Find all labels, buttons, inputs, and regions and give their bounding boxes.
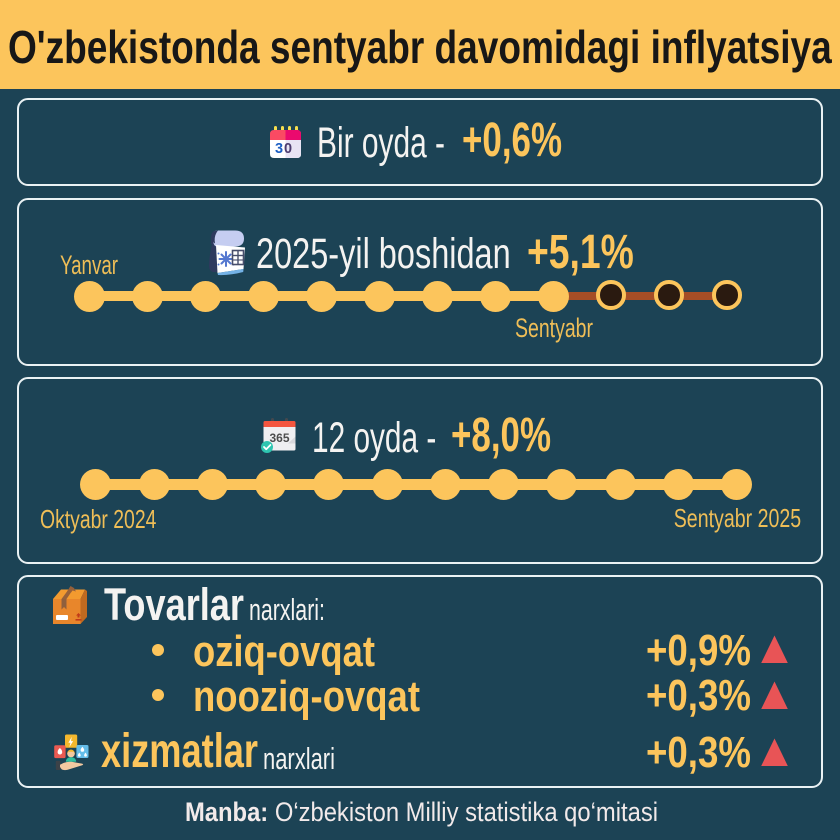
svg-text:0: 0 xyxy=(284,141,292,157)
svg-text:3: 3 xyxy=(275,141,283,157)
svg-text:365: 365 xyxy=(269,431,289,445)
